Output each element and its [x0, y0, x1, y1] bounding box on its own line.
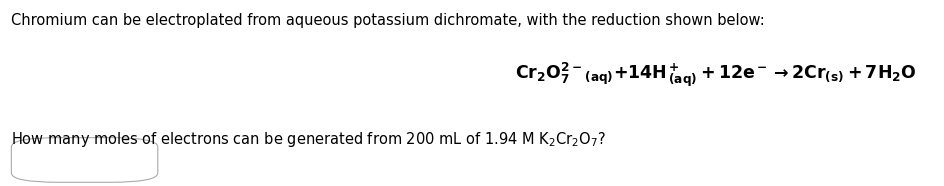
Text: How many moles of electrons can be generated from 200 mL of 1.94 M K$_2$Cr$_2$O$: How many moles of electrons can be gener…: [11, 130, 606, 149]
Text: $\mathbf{Cr_2O_7^{2-}}_{\mathbf{(aq)}}$$\mathbf{+ 14H^+_{\,(aq)}+ 12e^-\rightarr: $\mathbf{Cr_2O_7^{2-}}_{\mathbf{(aq)}}$$…: [514, 60, 916, 89]
FancyBboxPatch shape: [11, 138, 158, 182]
Text: Chromium can be electroplated from aqueous potassium dichromate, with the reduct: Chromium can be electroplated from aqueo…: [11, 13, 765, 28]
